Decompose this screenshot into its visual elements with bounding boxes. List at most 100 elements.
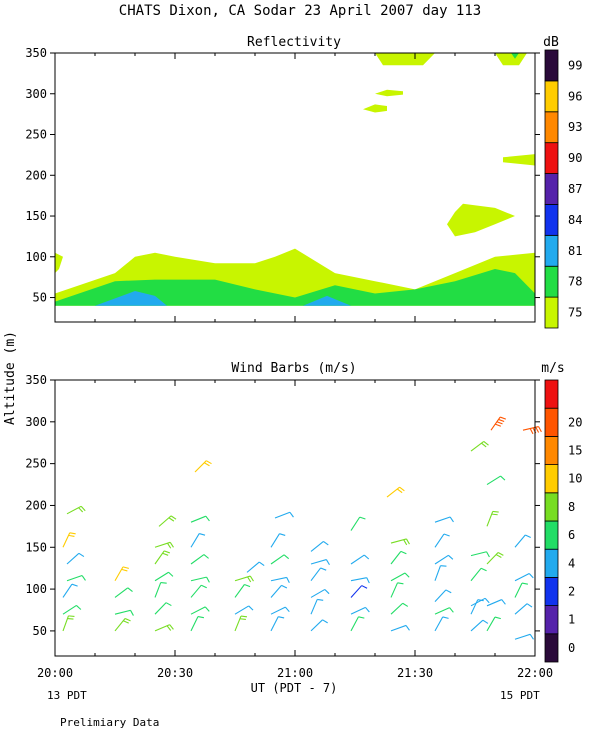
left-time-note: 13 PDT xyxy=(47,689,87,702)
colorbar-swatch xyxy=(544,548,559,578)
wind-barb xyxy=(114,566,129,582)
colorbar-swatch xyxy=(544,296,559,329)
wind-barb xyxy=(154,541,174,549)
wind-barb xyxy=(190,615,205,632)
wind-barb xyxy=(390,538,410,546)
colorbar-label: 0 xyxy=(568,641,575,655)
wind-barb xyxy=(246,561,265,573)
wind-barb xyxy=(194,460,212,473)
colorbar-label: 87 xyxy=(568,182,582,196)
wind-barb xyxy=(350,577,370,584)
wind-barbs-x-ticks xyxy=(54,380,536,656)
y-axis-label: Altitude (m) xyxy=(3,331,18,425)
wind-barb xyxy=(190,584,207,598)
wind-barb xyxy=(434,533,450,548)
wind-barb xyxy=(486,510,499,527)
y-tick-label: 100 xyxy=(25,250,47,264)
colorbar-swatch xyxy=(544,492,559,522)
figure-title: CHATS Dixon, CA Sodar 23 April 2007 day … xyxy=(119,3,481,19)
wind-barb xyxy=(190,515,210,523)
wind-barb xyxy=(270,576,290,583)
colorbar-label: 93 xyxy=(568,120,582,134)
wind-barb xyxy=(434,589,452,603)
wind-barb xyxy=(434,607,454,615)
y-tick-label: 200 xyxy=(25,498,47,512)
wind-barb xyxy=(154,602,172,615)
reflectivity-title: Reflectivity xyxy=(247,35,341,50)
wind-barb xyxy=(114,617,131,632)
x-tick-label: 21:00 xyxy=(277,666,313,680)
wind-barb xyxy=(390,550,407,565)
wind-barb xyxy=(190,533,206,548)
wind-barb xyxy=(62,532,76,548)
colorbar-label: 20 xyxy=(568,415,582,429)
wind-barb xyxy=(154,550,171,565)
wind-barb xyxy=(470,441,489,452)
x-tick-label: 20:30 xyxy=(157,666,193,680)
wind-barb xyxy=(350,616,365,632)
wind-barb xyxy=(350,516,366,531)
wind-barb xyxy=(310,567,327,582)
y-tick-label: 50 xyxy=(33,624,47,638)
reflectivity-region xyxy=(375,53,435,66)
wind-barb xyxy=(350,585,368,598)
wind-barb xyxy=(486,599,506,607)
wind-barb xyxy=(470,619,489,632)
reflectivity-region xyxy=(55,269,535,306)
y-tick-label: 100 xyxy=(25,582,47,596)
colorbar-label: 6 xyxy=(568,528,575,542)
y-tick-label: 150 xyxy=(25,540,47,554)
colorbar-swatch xyxy=(544,49,559,82)
y-tick-label: 200 xyxy=(25,168,47,182)
reflectivity-region xyxy=(503,154,535,166)
colorbar-swatch xyxy=(544,464,559,494)
reflectivity-region xyxy=(95,291,167,306)
wind-barb xyxy=(190,576,210,583)
right-time-note: 15 PDT xyxy=(500,689,540,702)
reflectivity-region xyxy=(447,203,515,237)
wind-barb xyxy=(486,616,501,632)
colorbar-swatch xyxy=(544,633,559,663)
colorbar-swatch xyxy=(544,111,559,144)
wind-barb xyxy=(390,624,410,632)
wind-barb xyxy=(310,588,330,598)
wind-barb xyxy=(350,554,370,565)
wind-barb xyxy=(234,583,251,598)
wind-barb xyxy=(66,574,86,582)
wind-barb xyxy=(114,609,134,616)
wind-barb xyxy=(434,565,447,581)
wind-barb xyxy=(434,616,449,632)
wind-barb xyxy=(434,516,454,523)
reflectivity-y-ticks: 50 100 150 200 250 300 350 xyxy=(25,46,540,305)
wind-barb xyxy=(310,559,330,566)
colorbar-swatch xyxy=(544,204,559,236)
reflectivity-region xyxy=(363,104,387,113)
colorbar-label: 10 xyxy=(568,472,582,486)
wind-barb xyxy=(486,552,504,565)
y-tick-label: 50 xyxy=(33,291,47,305)
wind-barb xyxy=(386,486,405,498)
wind-barb xyxy=(234,605,254,615)
wind-barb xyxy=(154,581,167,598)
wind-barb xyxy=(270,554,290,565)
colorbar-label: 4 xyxy=(568,556,575,570)
wind-barb xyxy=(470,567,487,582)
colorbar-swatch xyxy=(544,435,559,465)
x-tick-label: 21:30 xyxy=(397,666,433,680)
x-tick-label: 22:00 xyxy=(517,666,553,680)
colorbar-label: 96 xyxy=(568,89,582,103)
colorbar-swatch xyxy=(544,520,559,550)
y-tick-label: 150 xyxy=(25,209,47,223)
wind-barb xyxy=(158,515,177,527)
colorbar-swatch xyxy=(544,577,559,607)
wind-barb xyxy=(62,605,82,615)
wind-barb xyxy=(66,552,85,565)
reflectivity-colorbar-unit: dB xyxy=(543,35,559,50)
wind-barbs-colorbar-unit: m/s xyxy=(541,361,564,376)
y-tick-label: 250 xyxy=(25,128,47,142)
wind-barb xyxy=(190,554,209,565)
colorbar-swatch xyxy=(544,407,559,437)
wind-barb xyxy=(154,571,174,582)
